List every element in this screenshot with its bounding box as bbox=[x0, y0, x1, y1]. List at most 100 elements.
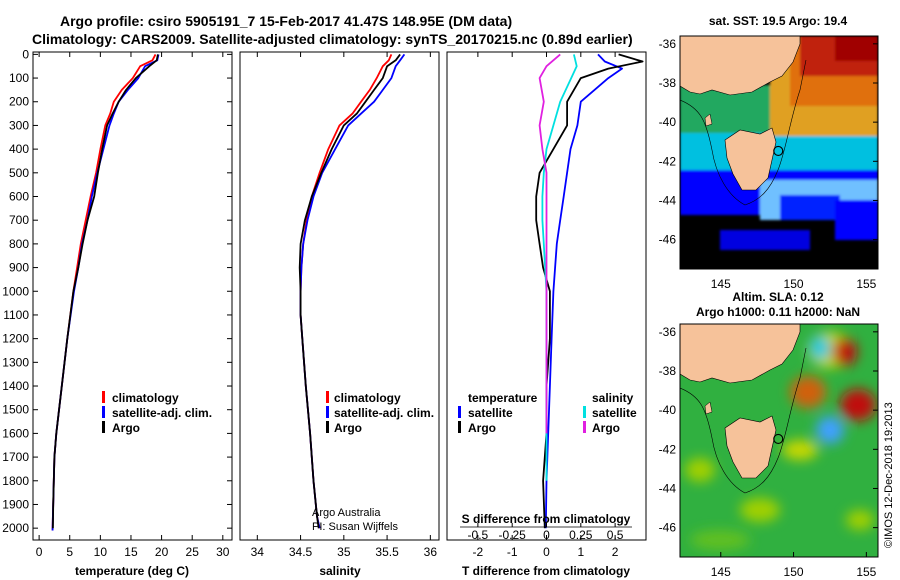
series-line-t-argo bbox=[535, 53, 644, 529]
x-tick-label: 0 bbox=[543, 545, 550, 559]
map-y-tick-label: -46 bbox=[659, 521, 677, 535]
map-y-tick-label: -44 bbox=[659, 193, 677, 207]
map-y-tick-label: -38 bbox=[659, 76, 677, 90]
map-x-tick-label: 150 bbox=[784, 565, 804, 579]
legend-swatch-t-satellite bbox=[458, 406, 461, 418]
map-x-tick-label: 145 bbox=[711, 565, 731, 579]
x-tick-label: 1 bbox=[577, 545, 584, 559]
legend-salinity-title: salinity bbox=[592, 391, 634, 405]
t-difference-xlabel: T difference from climatology bbox=[462, 564, 630, 578]
temperature-xlabel: temperature (deg C) bbox=[75, 564, 189, 578]
y-tick-label: 1900 bbox=[2, 497, 29, 511]
series-line-climatology bbox=[51, 53, 157, 531]
map-x-tick-label: 155 bbox=[856, 565, 876, 579]
y-tick-label: 1400 bbox=[2, 379, 29, 393]
map-y-tick-label: -36 bbox=[659, 37, 677, 51]
map-y-tick-label: -38 bbox=[659, 364, 677, 378]
map-y-tick-label: -40 bbox=[659, 403, 677, 417]
y-tick-label: 1100 bbox=[3, 308, 29, 322]
map-y-tick-label: -42 bbox=[659, 442, 677, 456]
sla-map-frame bbox=[679, 323, 879, 558]
y-tick-label: 1700 bbox=[2, 450, 29, 464]
temperature-profile-chart: 0100200300400500600700800900100011001200… bbox=[2, 47, 233, 578]
s-axis-tick-label: -0.25 bbox=[499, 528, 527, 542]
salinity-xlabel: salinity bbox=[319, 564, 361, 578]
s-axis-tick-label: 0 bbox=[543, 528, 550, 542]
figure-title-line2: Climatology: CARS2009. Satellite-adjuste… bbox=[32, 31, 633, 47]
y-tick-label: 0 bbox=[22, 47, 29, 61]
x-tick-label: 15 bbox=[124, 545, 138, 559]
legend-swatch-satellite bbox=[326, 406, 329, 418]
sst-field bbox=[680, 36, 878, 250]
x-tick-label: -1 bbox=[507, 545, 518, 559]
sst-map-title: sat. SST: 19.5 Argo: 19.4 bbox=[709, 14, 848, 28]
legend-swatch-argo bbox=[102, 421, 105, 433]
s-axis-tick-label: 0.5 bbox=[607, 528, 624, 542]
tasmania-landmass bbox=[724, 415, 777, 479]
y-tick-label: 600 bbox=[9, 190, 29, 204]
legend-satellite-adj: satellite-adj. clim. bbox=[334, 406, 434, 420]
series-line-satellite-adj-clim- bbox=[299, 53, 406, 529]
x-tick-label: 35.5 bbox=[375, 545, 399, 559]
map-x-tick-label: 150 bbox=[784, 277, 804, 291]
y-tick-label: 100 bbox=[9, 71, 29, 85]
argo-location-marker bbox=[773, 145, 784, 157]
figure-title-line1: Argo profile: csiro 5905191_7 15-Feb-201… bbox=[60, 13, 512, 29]
legend-s-satellite: satellite bbox=[592, 406, 637, 420]
y-tick-label: 700 bbox=[9, 213, 29, 227]
credit-pi: PI: Susan Wijffels bbox=[312, 521, 398, 533]
mainland-landmass bbox=[680, 36, 801, 96]
map-x-tick-label: 145 bbox=[711, 277, 731, 291]
y-tick-label: 1800 bbox=[2, 474, 29, 488]
map-y-tick-label: -46 bbox=[659, 233, 677, 247]
difference-profile-chart: -2 -1 0 1 2 -0.5 -0.25 0 0.25 0.5 S difference f… bbox=[446, 51, 647, 578]
legend-swatch-argo bbox=[326, 421, 329, 433]
sla-map-subtitle: Argo h1000: 0.11 h2000: NaN bbox=[696, 305, 860, 319]
map-y-tick-label: -36 bbox=[659, 325, 677, 339]
series-line-s-satellite bbox=[541, 54, 578, 481]
x-tick-label: 0 bbox=[36, 545, 43, 559]
shelf-contour bbox=[680, 347, 807, 494]
series-line-argo bbox=[298, 53, 401, 529]
salinity-legend: climatology satellite-adj. clim. Argo bbox=[326, 391, 434, 435]
x-tick-label: -2 bbox=[473, 545, 484, 559]
x-tick-label: 36 bbox=[424, 545, 438, 559]
x-tick-label: 2 bbox=[612, 545, 619, 559]
legend-t-satellite: satellite bbox=[468, 406, 513, 420]
s-difference-xlabel: S difference from climatology bbox=[462, 512, 631, 526]
legend-swatch-climatology bbox=[326, 391, 329, 403]
mainland-landmass bbox=[680, 324, 801, 384]
legend-argo: Argo bbox=[112, 421, 140, 435]
credit-argo-australia: Argo Australia bbox=[312, 507, 381, 519]
x-tick-label: 25 bbox=[186, 545, 200, 559]
legend-swatch-s-argo bbox=[583, 421, 586, 433]
legend-swatch-t-argo bbox=[458, 421, 461, 433]
series-line-climatology bbox=[299, 54, 393, 529]
legend-t-argo: Argo bbox=[468, 421, 496, 435]
y-tick-label: 200 bbox=[9, 95, 29, 109]
map-y-tick-label: -40 bbox=[659, 115, 677, 129]
legend-argo: Argo bbox=[334, 421, 362, 435]
y-tick-label: 1300 bbox=[2, 355, 29, 369]
difference-legend-salinity: salinity satellite Argo bbox=[583, 391, 637, 435]
y-tick-label: 2000 bbox=[2, 521, 29, 535]
temperature-axes-frame bbox=[32, 51, 233, 541]
y-tick-label: 400 bbox=[9, 142, 29, 156]
legend-climatology: climatology bbox=[112, 391, 179, 405]
x-tick-label: 35 bbox=[337, 545, 351, 559]
map-x-tick-label: 155 bbox=[856, 277, 876, 291]
x-tick-label: 30 bbox=[216, 545, 230, 559]
imos-credit: ©IMOS 12-Dec-2018 19:2013 bbox=[883, 402, 895, 548]
x-tick-label: 34.5 bbox=[289, 545, 313, 559]
legend-swatch-s-satellite bbox=[583, 406, 586, 418]
sla-map: Altim. SLA: 0.12 Argo h1000: 0.11 h2000:… bbox=[659, 290, 879, 579]
difference-legend-temperature: temperature satellite Argo bbox=[458, 391, 538, 435]
sst-map: sat. SST: 19.5 Argo: 19.4 145 150 bbox=[659, 14, 879, 291]
sla-field bbox=[685, 332, 876, 550]
series-line-t-satellite bbox=[544, 53, 623, 529]
shelf-contour bbox=[680, 59, 807, 206]
map-y-tick-label: -44 bbox=[659, 481, 677, 495]
salinity-axes-frame bbox=[239, 51, 440, 541]
map-y-tick-label: -42 bbox=[659, 154, 677, 168]
